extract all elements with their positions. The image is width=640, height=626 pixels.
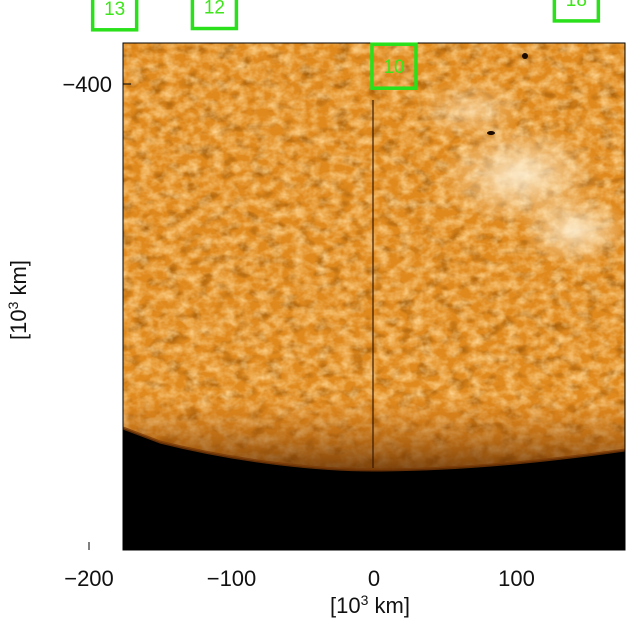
bright-plage-region — [415, 80, 525, 140]
region-box-outline — [370, 42, 418, 90]
x-tick-label: 0 — [368, 566, 380, 591]
solar-image — [123, 43, 625, 550]
region-box-10: 10 — [370, 42, 418, 90]
y-tick-label: −400 — [62, 72, 112, 97]
x-tick-label: −100 — [207, 566, 257, 591]
region-box-12: 12 — [190, 0, 239, 31]
y-axis: −400−500−600−700 [103 km] — [5, 72, 131, 340]
region-boxes: 1234567891011121314151617181920 — [90, 0, 601, 90]
region-box-label: 12 — [204, 0, 225, 19]
region-box-label: 13 — [104, 0, 125, 20]
space-beyond-limb — [123, 428, 625, 550]
limb-edge — [123, 426, 625, 472]
region-box-label: 18 — [566, 0, 587, 11]
region-box-outline — [552, 0, 601, 23]
region-box-18: 18 — [552, 0, 601, 23]
dust-speck — [487, 131, 495, 135]
x-tick-label: 100 — [498, 566, 535, 591]
x-axis: −200 −100 0 100 [103 km] — [64, 542, 535, 618]
region-box-label: 10 — [383, 57, 404, 78]
region-box-13: 13 — [90, 0, 139, 32]
x-tick-label: −200 — [64, 566, 114, 591]
region-box-outline — [190, 0, 239, 31]
region-box-outline — [90, 0, 139, 32]
bright-plage-region — [520, 195, 625, 265]
dust-speck — [522, 53, 528, 59]
x-axis-title: [103 km] — [330, 592, 410, 618]
y-axis-title: [103 km] — [5, 260, 31, 340]
